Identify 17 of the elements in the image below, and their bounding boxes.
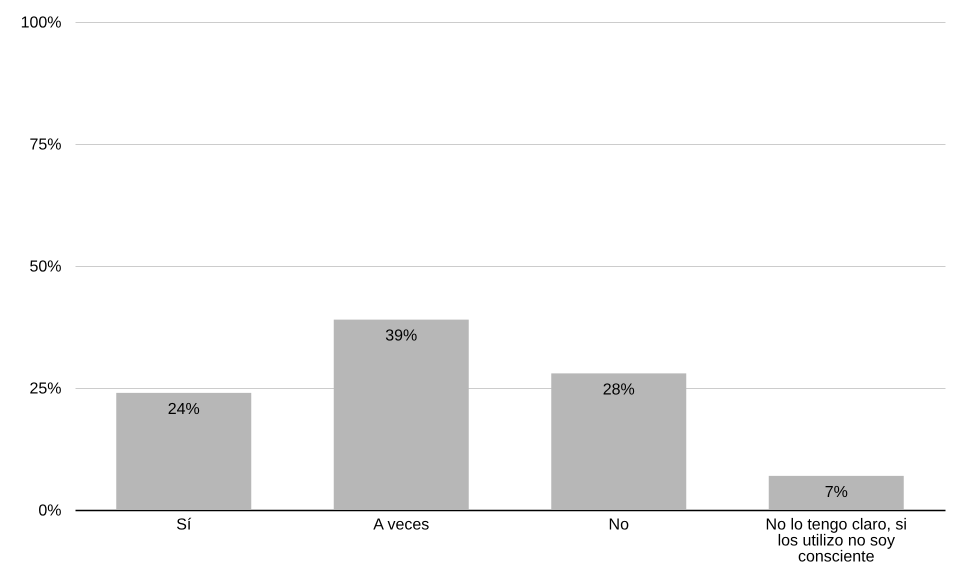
data-label: 39% (385, 328, 418, 345)
y-tick-label: 25% (29, 380, 62, 398)
data-label: 28% (602, 381, 635, 398)
data-label: 24% (168, 400, 200, 418)
x-tick-label: No (608, 516, 630, 534)
y-tick-label: 100% (20, 14, 62, 32)
x-tick-label: No lo tengo claro, si los utilizo no soy consciente (766, 516, 907, 566)
bar (551, 373, 686, 510)
y-tick-label: 0% (38, 502, 62, 520)
y-tick-label: 50% (29, 258, 62, 276)
x-tick-label: Sí (176, 516, 192, 534)
x-tick-label: A veces (373, 516, 430, 534)
bar (334, 320, 469, 510)
bar (116, 392, 252, 510)
bar (768, 476, 904, 510)
y-tick-label: 75% (29, 136, 62, 154)
data-label: 7% (824, 484, 848, 501)
